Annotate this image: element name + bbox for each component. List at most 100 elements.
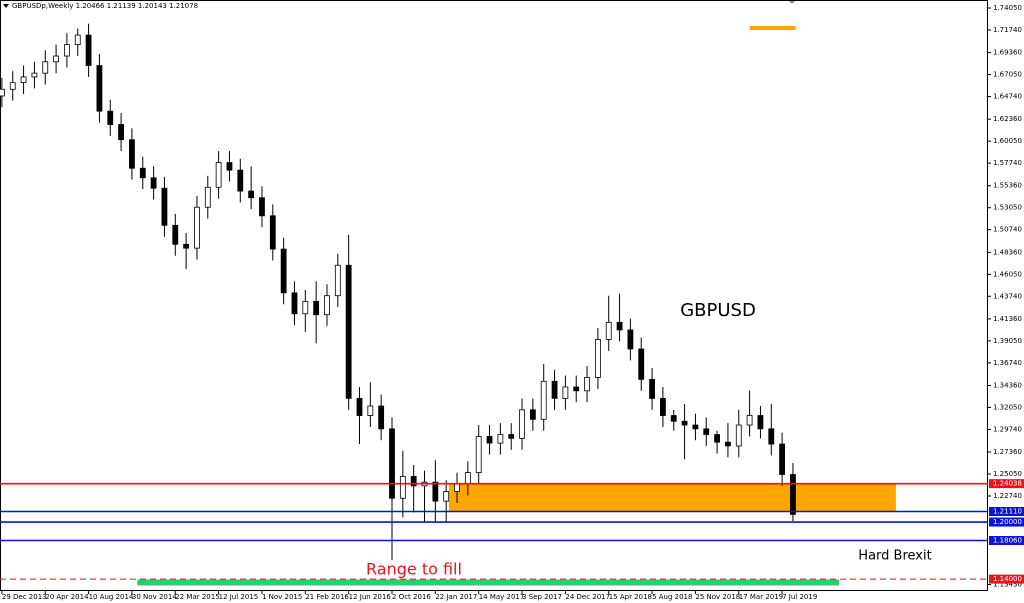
y-tick-label: 1.41360 [993, 315, 1022, 323]
candle-body [269, 215, 276, 250]
y-tick-label: 1.25050 [993, 470, 1022, 478]
candle-body [627, 329, 634, 350]
candle-body [584, 377, 590, 392]
level-tag [989, 517, 1024, 527]
candle-body [768, 428, 775, 445]
candle-body [497, 434, 504, 444]
candle-body [302, 300, 309, 315]
menu-arrow [3, 4, 9, 8]
candle-body [237, 169, 244, 192]
x-tick-label: 12 Jun 2016 [349, 593, 392, 601]
annotation: GBPUSD [680, 300, 756, 321]
x-tick-label: 1 Nov 2015 [262, 593, 302, 601]
candle-body [129, 139, 135, 169]
candle-body [681, 420, 688, 426]
candle-body [204, 186, 211, 208]
candle-body [746, 415, 753, 426]
y-tick-label: 1.67050 [993, 71, 1022, 79]
candle-body [20, 76, 27, 84]
candle-body [551, 380, 558, 399]
x-tick-label: 12 Jul 2015 [219, 593, 259, 601]
y-tick-label: 1.74050 [993, 4, 1022, 12]
candle-body [454, 483, 460, 493]
x-tick-label: 17 Mar 2019 [739, 593, 783, 601]
candle-body [194, 206, 200, 249]
y-tick-label: 1.50740 [993, 226, 1022, 234]
candle-body [399, 475, 406, 499]
candle-body [562, 386, 569, 399]
level-label: 1.18060 [993, 536, 1022, 544]
candle-body [42, 61, 49, 74]
candle-body [139, 167, 146, 179]
level-tag [989, 535, 1024, 545]
candle-body [725, 441, 731, 447]
level-label: 1.21110 [993, 507, 1022, 515]
x-tick-label: 3 Sep 2017 [522, 593, 562, 601]
y-tick-label: 1.71740 [993, 26, 1022, 34]
x-tick-label: 30 Nov 2014 [132, 593, 177, 601]
candle-body [31, 72, 38, 78]
candle-body [443, 491, 450, 502]
y-tick-label: 1.53050 [993, 204, 1022, 212]
header: GBPUSDp,Weekly 1.20466 1.21139 1.20143 1… [12, 2, 198, 10]
y-tick-label: 1.46050 [993, 270, 1022, 278]
candle-body [118, 124, 124, 141]
candle-body [410, 475, 417, 487]
annotation: Range to fill [366, 560, 462, 579]
y-tick-label: 1.55360 [993, 182, 1022, 190]
candle-body [161, 187, 168, 226]
y-tick-label: 1.39050 [993, 337, 1022, 345]
candle-body [692, 424, 699, 430]
candle-body [356, 398, 363, 416]
candle-body [53, 55, 59, 63]
x-tick-label: 22 Jan 2017 [435, 593, 477, 601]
candle-body [735, 424, 742, 447]
y-tick-label: 1.62360 [993, 115, 1022, 123]
candle-body [345, 264, 352, 399]
candle-body [313, 300, 320, 316]
candle-body [779, 443, 786, 475]
candle-body [96, 65, 103, 112]
candle-body [540, 380, 547, 420]
x-tick-label: 5 Aug 2018 [652, 593, 692, 601]
x-tick-label: 14 May 2017 [479, 593, 525, 601]
candle-body [367, 405, 374, 416]
shift-marker [789, 1, 795, 4]
candle-body [378, 405, 385, 430]
x-tick-label: 22 Mar 2015 [175, 593, 219, 601]
candle-body [107, 110, 114, 125]
x-tick-label: 29 Dec 2013 [2, 593, 47, 601]
candle-body [389, 428, 395, 499]
candle-body [0, 88, 5, 97]
candle-body [432, 481, 439, 502]
y-tick-label: 1.48360 [993, 248, 1022, 256]
candle-body [248, 190, 255, 199]
candle-body [649, 378, 655, 399]
candle-body [616, 321, 623, 331]
candle-body [660, 398, 666, 416]
y-tick-label: 1.64740 [993, 93, 1022, 101]
candle-body [74, 34, 81, 46]
x-tick-label: 15 Apr 2018 [609, 593, 652, 601]
candle-body [594, 339, 601, 378]
annotation: Hard Brexit [858, 549, 931, 564]
candle-body [324, 295, 330, 316]
y-tick-label: 1.29740 [993, 425, 1022, 433]
zone [448, 483, 896, 512]
candle-body [150, 177, 157, 189]
candle-body [714, 434, 720, 443]
candle-body [334, 264, 341, 297]
level-tag [989, 506, 1024, 516]
x-tick-label: 24 Dec 2017 [565, 593, 610, 601]
candle-body [259, 197, 265, 217]
candle-body [172, 224, 179, 245]
y-tick-label: 1.32050 [993, 403, 1022, 411]
candle-body [573, 386, 580, 392]
candle-body [9, 82, 16, 90]
x-tick-label: 20 Apr 2014 [45, 593, 89, 601]
y-tick-label: 1.34360 [993, 381, 1022, 389]
candle-body [529, 409, 536, 420]
candle-body [85, 34, 92, 66]
x-tick-label: 2 Oct 2016 [392, 593, 431, 601]
level-tag [989, 479, 1024, 489]
